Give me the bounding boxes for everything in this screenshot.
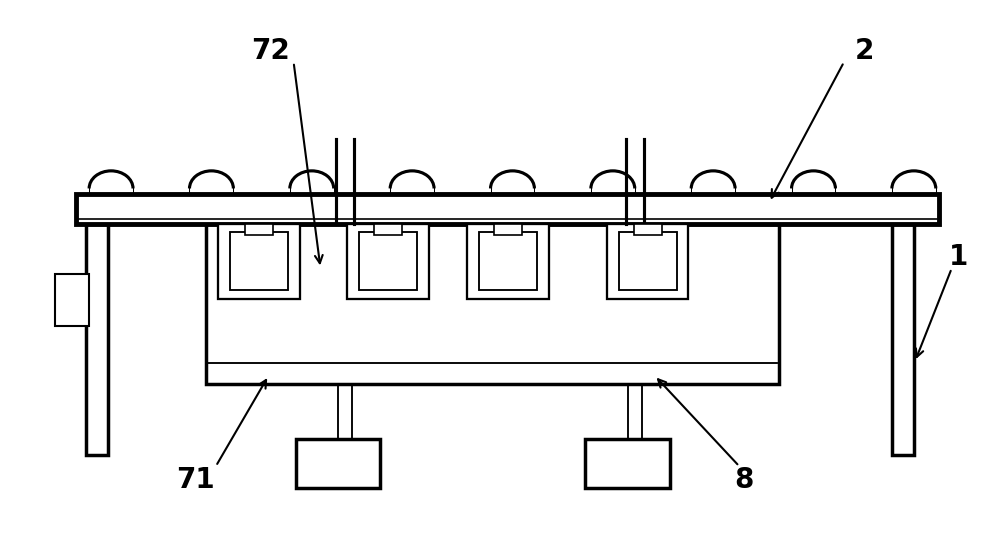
Bar <box>296 439 380 488</box>
Bar <box>230 232 288 290</box>
Bar <box>218 224 300 299</box>
Text: 71: 71 <box>177 466 215 494</box>
Text: 72: 72 <box>251 37 290 65</box>
Bar <box>607 224 688 299</box>
Bar <box>206 224 779 384</box>
Bar <box>86 224 108 455</box>
Bar <box>892 224 914 455</box>
Bar <box>467 224 549 299</box>
Bar <box>55 274 89 326</box>
Bar <box>479 232 537 290</box>
Bar <box>347 224 429 299</box>
Bar <box>619 232 677 290</box>
Bar <box>76 194 939 224</box>
Bar <box>585 439 670 488</box>
Bar <box>494 224 522 235</box>
Bar <box>359 232 417 290</box>
Bar <box>374 224 402 235</box>
Bar <box>245 224 273 235</box>
Text: 2: 2 <box>854 37 874 65</box>
Bar <box>634 224 662 235</box>
Text: 8: 8 <box>735 466 754 494</box>
Text: 1: 1 <box>949 243 968 271</box>
